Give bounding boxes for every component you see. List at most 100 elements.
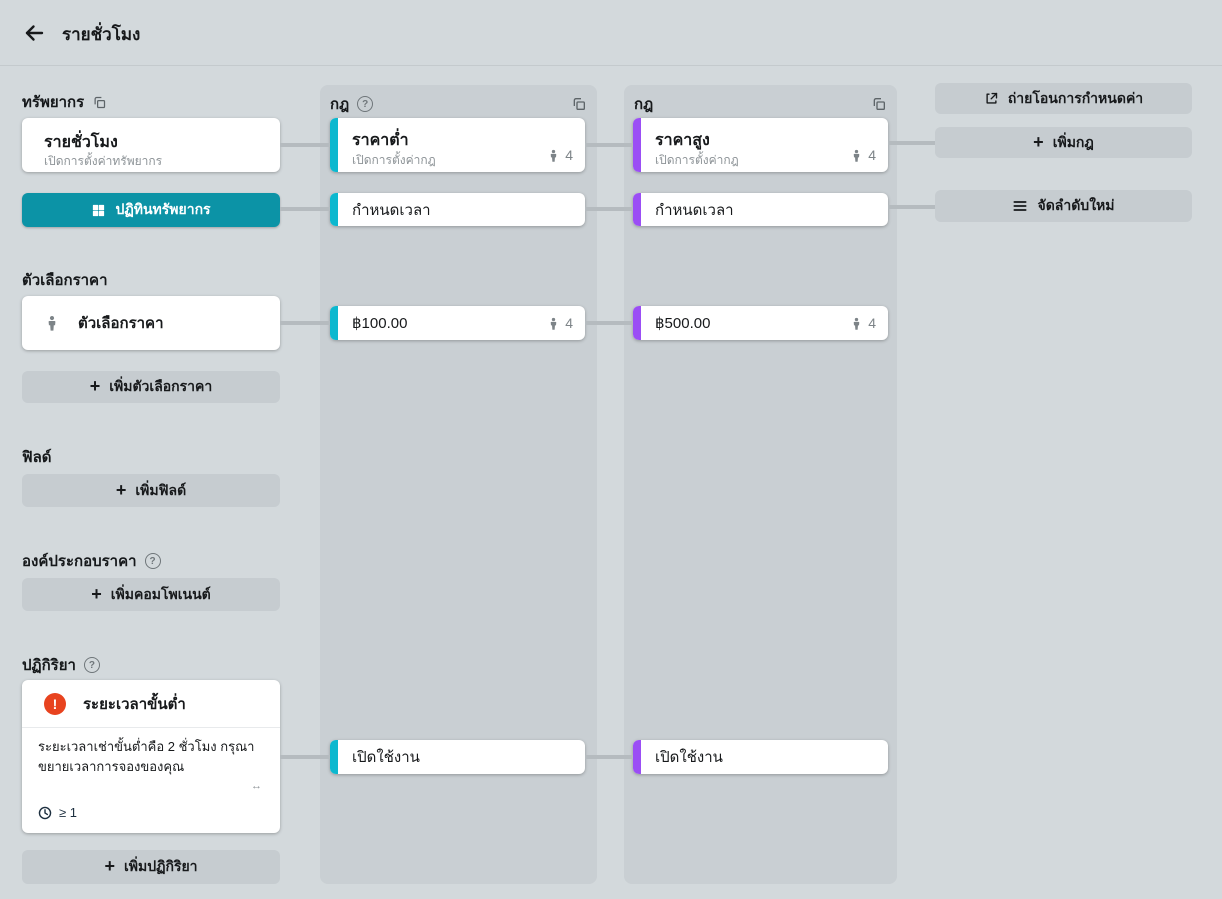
reaction-card[interactable]: ! ระยะเวลาขั้นต่ำ ระยะเวลาเช่าขั้นต่ำคือ… — [22, 680, 280, 833]
reaction-duration-value: ≥ 1 — [59, 805, 77, 820]
reorder-button[interactable]: จัดลำดับใหม่ — [935, 190, 1192, 222]
schedule-card[interactable]: กำหนดเวลา — [330, 193, 585, 226]
guest-count-badge: 4 — [850, 315, 876, 331]
add-rule-button[interactable]: + เพิ่มกฎ — [935, 127, 1192, 158]
connector-line — [280, 321, 330, 325]
connector-line — [280, 207, 330, 211]
plus-icon: + — [89, 376, 101, 396]
add-rule-label: เพิ่มกฎ — [1052, 133, 1094, 150]
rule-accent-bar — [330, 118, 338, 172]
price-components-section-header: องค์ประกอบราคา ? — [22, 549, 161, 573]
resource-card[interactable]: รายชั่วโมง เปิดการตั้งค่าทรัพยากร — [22, 118, 280, 172]
transfer-configuration-button[interactable]: ถ่ายโอนการกำหนดค่า — [935, 83, 1192, 114]
grid-icon — [91, 203, 106, 218]
copy-icon[interactable] — [92, 95, 107, 110]
fields-header-label: ฟิลด์ — [22, 449, 52, 466]
reactions-header-label: ปฏิกิริยา — [22, 657, 76, 674]
copy-icon[interactable] — [571, 96, 587, 112]
rule-card[interactable]: ราคาสูง เปิดการตั้งค่ากฎ 4 — [633, 118, 888, 172]
connector-line — [280, 755, 330, 759]
person-icon — [547, 317, 560, 330]
add-component-label: เพิ่มคอมโพเนนต์ — [110, 585, 211, 602]
reaction-card-body: ระยะเวลาเช่าขั้นต่ำคือ 2 ชั่วโมง กรุณาขย… — [38, 739, 255, 775]
add-reaction-label: เพิ่มปฏิกิริยา — [123, 858, 198, 874]
schedule-card-label: กำหนดเวลา — [352, 201, 431, 219]
rule-panel-1-header-label: กฎ — [330, 96, 350, 113]
schedule-card[interactable]: กำหนดเวลา — [633, 193, 888, 226]
back-button[interactable] — [20, 19, 48, 47]
help-icon[interactable]: ? — [357, 96, 374, 112]
price-amount: ฿100.00 — [352, 315, 408, 332]
rule-card-title: ราคาต่ำ — [352, 132, 409, 149]
price-option-card-label: ตัวเลือกราคา — [78, 315, 164, 332]
add-price-option-label: เพิ่มตัวเลือกราคา — [109, 378, 213, 394]
clock-icon — [38, 806, 52, 820]
rule-accent-bar — [633, 306, 641, 340]
connector-line — [585, 143, 633, 147]
add-price-option-button[interactable]: + เพิ่มตัวเลือกราคา — [22, 371, 280, 403]
add-field-button[interactable]: + เพิ่มฟิลด์ — [22, 474, 280, 507]
connector-line — [888, 205, 935, 209]
person-icon — [547, 149, 560, 162]
reactions-section-header: ปฏิกิริยา ? — [22, 653, 100, 677]
export-icon — [984, 91, 999, 106]
guest-count: 4 — [868, 147, 876, 163]
enabled-card[interactable]: เปิดใช้งาน — [330, 740, 585, 774]
transfer-configuration-label: ถ่ายโอนการกำหนดค่า — [1007, 89, 1144, 106]
rule-panel-2-header-label: กฎ — [634, 96, 654, 113]
plus-icon: + — [1033, 131, 1044, 152]
add-reaction-button[interactable]: + เพิ่มปฏิกิริยา — [22, 850, 280, 884]
plus-icon: + — [91, 583, 102, 604]
reaction-card-title: ระยะเวลาขั้นต่ำ — [83, 695, 186, 713]
rule-accent-bar — [633, 740, 641, 774]
add-component-button[interactable]: + เพิ่มคอมโพเนนต์ — [22, 578, 280, 611]
schedule-card-label: กำหนดเวลา — [655, 201, 734, 219]
resource-card-title: รายชั่วโมง — [44, 134, 118, 151]
help-icon[interactable]: ? — [83, 657, 100, 673]
rule-card-subtitle: เปิดการตั้งค่ากฎ — [352, 153, 436, 167]
enabled-card[interactable]: เปิดใช้งาน — [633, 740, 888, 774]
back-arrow-icon — [22, 21, 46, 45]
rule-accent-bar — [330, 306, 338, 340]
guest-count-badge: 4 — [850, 147, 876, 163]
price-amount: ฿500.00 — [655, 315, 711, 332]
resource-calendar-label: ปฏิทินทรัพยากร — [115, 201, 211, 217]
resource-calendar-button[interactable]: ปฏิทินทรัพยากร — [22, 193, 280, 227]
rule-panel-2-header: กฎ — [634, 92, 887, 116]
rule-accent-bar — [633, 118, 641, 172]
enabled-card-label: เปิดใช้งาน — [655, 749, 723, 766]
top-bar: รายชั่วโมง — [0, 0, 1222, 66]
help-icon[interactable]: ? — [144, 553, 161, 569]
fields-section-header: ฟิลด์ — [22, 445, 52, 469]
rule-card[interactable]: ราคาต่ำ เปิดการตั้งค่ากฎ 4 — [330, 118, 585, 172]
price-options-section-header: ตัวเลือกราคา — [22, 268, 108, 292]
reaction-duration: ≥ 1 — [38, 805, 77, 820]
price-card[interactable]: ฿100.00 4 — [330, 306, 585, 340]
price-components-header-label: องค์ประกอบราคา — [22, 553, 137, 570]
copy-icon[interactable] — [871, 96, 887, 112]
person-icon — [850, 317, 863, 330]
add-field-label: เพิ่มฟิลด์ — [135, 481, 187, 498]
rule-accent-bar — [330, 740, 338, 774]
guest-count-badge: 4 — [547, 147, 573, 163]
price-options-header-label: ตัวเลือกราคา — [22, 272, 108, 289]
connector-line — [280, 143, 330, 147]
price-option-card[interactable]: ตัวเลือกราคา — [22, 296, 280, 350]
guest-count: 4 — [565, 315, 573, 331]
rule-panel-1-header: กฎ ? — [330, 92, 587, 116]
warning-icon: ! — [44, 692, 66, 715]
connector-line — [888, 141, 935, 145]
menu-icon — [1012, 198, 1028, 214]
guest-count: 4 — [868, 315, 876, 331]
connector-line — [585, 207, 633, 211]
rule-card-subtitle: เปิดการตั้งค่ากฎ — [655, 153, 739, 167]
connector-line — [585, 321, 633, 325]
reaction-card-header: ! ระยะเวลาขั้นต่ำ — [22, 680, 280, 728]
rule-card-title: ราคาสูง — [655, 132, 710, 149]
rule-accent-bar — [633, 193, 641, 226]
price-card[interactable]: ฿500.00 4 — [633, 306, 888, 340]
resize-handle-icon[interactable]: ↔ — [251, 780, 264, 792]
person-icon — [44, 315, 60, 331]
page-title: รายชั่วโมง — [62, 25, 141, 44]
